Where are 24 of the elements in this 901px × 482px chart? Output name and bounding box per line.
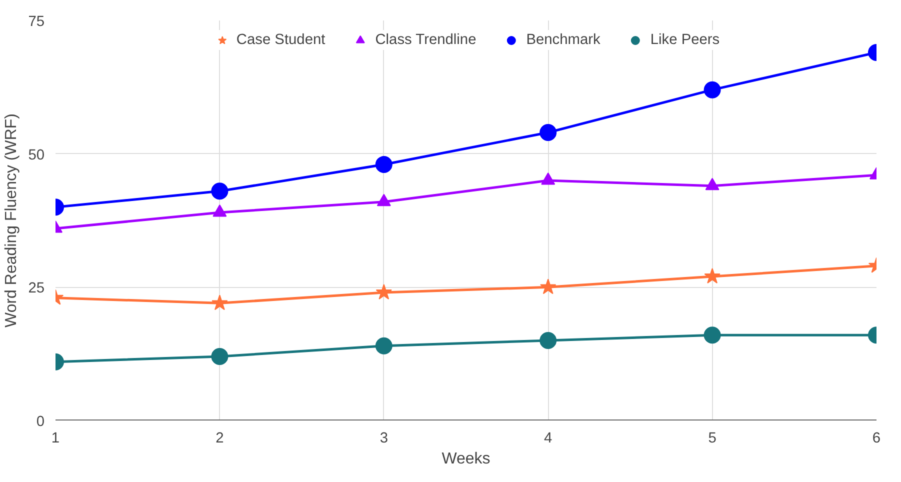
x-tick-label: 1	[51, 430, 60, 446]
x-tick-label: 2	[216, 430, 224, 446]
x-tick-label: 3	[380, 430, 388, 446]
x-tick-label: 5	[708, 430, 716, 446]
point	[376, 194, 391, 206]
legend-label: Benchmark	[526, 32, 600, 48]
y-tick-label: 75	[28, 14, 45, 30]
point	[540, 278, 556, 294]
x-tick-label: 6	[872, 430, 881, 446]
x-axis-title: Weeks	[442, 450, 490, 468]
y-tick-label: 50	[28, 147, 45, 164]
point	[540, 124, 557, 141]
legend-label: Class Trendline	[375, 32, 476, 48]
point	[541, 172, 556, 185]
y-tick-label: 25	[28, 280, 45, 297]
point	[540, 332, 557, 349]
point	[375, 156, 392, 173]
x-tick-label: 4	[544, 430, 552, 446]
y-axis-title: Word Reading Fluency (WRF)	[3, 114, 20, 328]
legend-label: Case Student	[236, 32, 326, 48]
y-tick-label: 0	[36, 414, 45, 430]
point	[376, 284, 392, 300]
point	[375, 337, 392, 354]
legend-label: Like Peers	[650, 32, 720, 48]
